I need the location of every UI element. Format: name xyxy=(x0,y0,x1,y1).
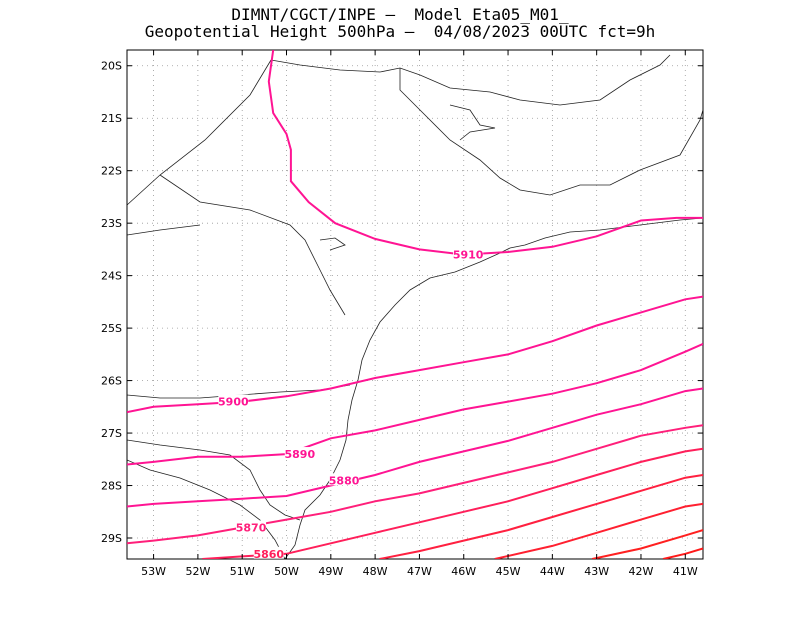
contour-label-bg xyxy=(218,394,249,407)
contour-lines xyxy=(127,50,703,559)
contour-label: 5880 xyxy=(329,474,360,487)
lon-tick-label: 46W xyxy=(451,565,476,578)
contour-label: 5890 xyxy=(284,448,315,461)
contour-label-bg xyxy=(453,247,484,260)
contour-label: 5900 xyxy=(218,396,249,409)
contour-line xyxy=(379,474,703,559)
contour-line xyxy=(202,447,703,559)
lon-tick-label: 51W xyxy=(230,565,255,578)
lon-tick-label: 52W xyxy=(185,565,210,578)
lat-tick-label: 22S xyxy=(101,165,122,178)
contour-label-bg xyxy=(329,473,360,486)
title-line-2: Geopotential Height 500hPa – 04/08/2023 … xyxy=(144,22,656,41)
contour-line xyxy=(662,547,703,559)
contour-line xyxy=(127,387,703,508)
title-line-1: DIMNT/CGCT/INPE – Model Eta05_M01_ xyxy=(231,5,569,24)
latitude-labels: 20S 21S 22S 23S 24S 25S 26S 27S 28S 29S xyxy=(101,60,122,545)
lat-tick-label: 20S xyxy=(101,60,122,73)
plot-frame xyxy=(126,49,704,560)
lon-tick-label: 41W xyxy=(673,565,698,578)
contour-label-bg xyxy=(253,546,284,559)
lon-tick-label: 45W xyxy=(496,565,521,578)
lon-tick-label: 50W xyxy=(274,565,299,578)
contour-line xyxy=(591,529,703,559)
lat-tick-label: 24S xyxy=(101,270,122,283)
state-border-path xyxy=(127,439,301,521)
lon-tick-label: 49W xyxy=(318,565,343,578)
state-border-path xyxy=(159,174,346,316)
lat-tick-label: 21S xyxy=(101,112,122,125)
contour-line xyxy=(127,295,703,414)
contour-label: 5860 xyxy=(253,548,284,561)
lat-tick-label: 23S xyxy=(101,217,122,230)
lat-tick-label: 26S xyxy=(101,375,122,388)
state-border-path xyxy=(127,459,286,559)
coastline-path xyxy=(127,59,272,206)
lake-outline xyxy=(449,104,496,141)
longitude-labels: 53W 52W 51W 50W 49W 48W 47W 46W 45W 44W 43W 42W 41W xyxy=(141,565,698,578)
contour-line xyxy=(127,342,703,466)
contour-labels: 5910 5900 5890 5880 5870 5860 xyxy=(218,247,484,561)
state-border-path xyxy=(399,68,703,196)
contour-line xyxy=(127,424,703,545)
state-border-path xyxy=(270,54,671,106)
grid-lines xyxy=(127,50,703,559)
lon-tick-label: 47W xyxy=(407,565,432,578)
contour-label-bg xyxy=(236,520,267,533)
lat-tick-label: 29S xyxy=(101,532,122,545)
contour-label: 5870 xyxy=(236,522,267,535)
lon-tick-label: 53W xyxy=(141,565,166,578)
state-border-path xyxy=(127,224,201,236)
contour-label: 5910 xyxy=(453,249,484,262)
lon-tick-label: 42W xyxy=(629,565,654,578)
coastline xyxy=(127,54,703,559)
lon-tick-label: 43W xyxy=(584,565,609,578)
contour-label-bg xyxy=(284,447,315,460)
lake-outline xyxy=(319,237,346,251)
contour-line xyxy=(267,50,703,256)
axis-ticks xyxy=(127,50,703,559)
contour-line xyxy=(494,502,703,559)
lat-tick-label: 27S xyxy=(101,427,122,440)
lon-tick-label: 44W xyxy=(540,565,565,578)
lon-tick-label: 48W xyxy=(363,565,388,578)
lat-tick-label: 25S xyxy=(101,322,122,335)
lat-tick-label: 28S xyxy=(101,480,122,493)
chart-title: DIMNT/CGCT/INPE – Model Eta05_M01_ Geopo… xyxy=(0,6,800,40)
